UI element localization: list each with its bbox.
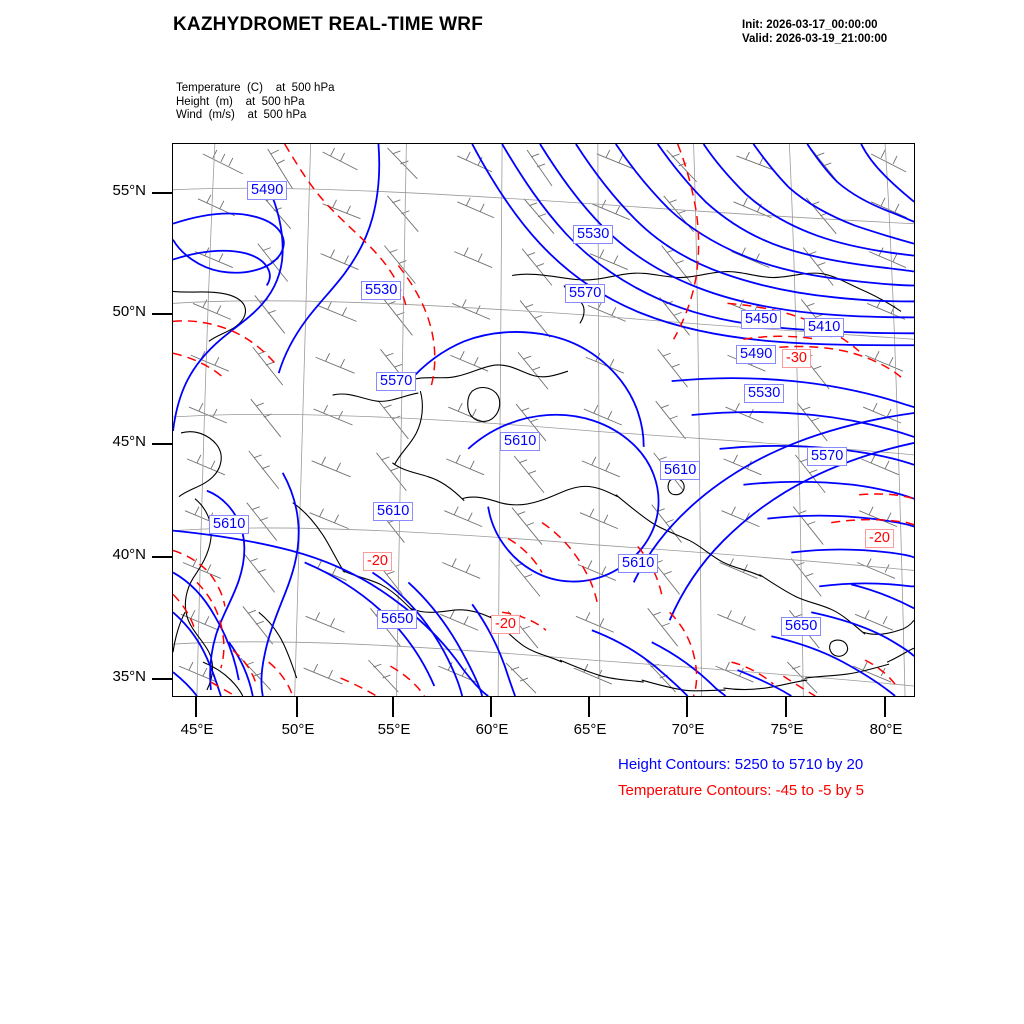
- height-contour-layer: [173, 144, 914, 696]
- temperature-contour-label: -20: [363, 552, 392, 571]
- height-contour-label: 5410: [804, 318, 845, 337]
- x-tick-mark: [785, 697, 787, 717]
- variable-height: Height (m) at 500 hPa: [176, 95, 305, 108]
- y-tick-mark: [152, 443, 172, 445]
- height-contour-label: 5490: [247, 181, 288, 200]
- variable-wind: Wind (m/s) at 500 hPa: [176, 109, 307, 121]
- x-axis-label-45e: 45°E: [180, 721, 214, 738]
- x-tick-mark: [392, 697, 394, 717]
- height-contour-label: 5530: [744, 384, 785, 403]
- x-axis-label-70e: 70°E: [671, 721, 705, 738]
- temperature-contour-label: -30: [782, 349, 811, 368]
- y-axis-label-35n: 35°N: [112, 668, 146, 685]
- x-axis-label-60e: 60°E: [475, 721, 509, 738]
- x-axis-label-80e: 80°E: [869, 721, 903, 738]
- height-contour-label: 5610: [660, 461, 701, 480]
- height-contour-label: 5610: [209, 515, 250, 534]
- political-borders: [173, 270, 914, 696]
- height-contour-label: 5570: [807, 447, 848, 466]
- legend-temperature-contours: Temperature Contours: -45 to -5 by 5: [618, 782, 864, 799]
- temperature-contour-label: -20: [491, 615, 520, 634]
- height-contour-label: 5610: [618, 554, 659, 573]
- model-run-info: Init: 2026-03-17_00:00:00 Valid: 2026-03…: [742, 18, 1002, 46]
- temperature-contour-layer: [173, 144, 914, 696]
- valid-time-label: Valid: 2026-03-19_21:00:00: [742, 33, 888, 45]
- x-tick-mark: [195, 697, 197, 717]
- height-contour-label: 5570: [376, 372, 417, 391]
- height-contour-label: 5610: [373, 502, 414, 521]
- map-plot-area[interactable]: 5490 5530 5530 5570 5570 5450 5410 5490 …: [172, 143, 915, 697]
- x-tick-mark: [296, 697, 298, 717]
- x-tick-mark: [884, 697, 886, 717]
- x-axis-label-65e: 65°E: [573, 721, 607, 738]
- y-tick-mark: [152, 678, 172, 680]
- variable-temperature: Temperature (C) at 500 hPa: [176, 82, 335, 94]
- x-tick-mark: [686, 697, 688, 717]
- contour-map-svg: [173, 144, 914, 696]
- y-axis-label-50n: 50°N: [112, 303, 146, 320]
- contour-legend: Height Contours: 5250 to 5710 by 20 Temp…: [618, 752, 864, 804]
- y-axis-label-55n: 55°N: [112, 182, 146, 199]
- x-tick-mark: [588, 697, 590, 717]
- height-contour-label: 5490: [736, 345, 777, 364]
- y-axis-label-40n: 40°N: [112, 546, 146, 563]
- y-axis-label-45n: 45°N: [112, 433, 146, 450]
- x-axis-label-75e: 75°E: [770, 721, 804, 738]
- height-contour-label: 5530: [361, 281, 402, 300]
- latlon-graticule: [173, 144, 914, 696]
- y-tick-mark: [152, 192, 172, 194]
- height-contour-label: 5570: [565, 284, 606, 303]
- x-tick-mark: [490, 697, 492, 717]
- x-axis-label-50e: 50°E: [281, 721, 315, 738]
- height-contour-label: 5650: [781, 617, 822, 636]
- temperature-contour-label: -20: [865, 529, 894, 548]
- legend-height-contours: Height Contours: 5250 to 5710 by 20: [618, 756, 864, 773]
- page-title: KAZHYDROMET REAL-TIME WRF: [173, 14, 484, 35]
- init-time-label: Init: 2026-03-17_00:00:00: [742, 19, 878, 31]
- height-contour-label: 5610: [500, 432, 541, 451]
- height-contour-label: 5650: [377, 610, 418, 629]
- x-axis-label-55e: 55°E: [377, 721, 411, 738]
- height-contour-label: 5530: [573, 225, 614, 244]
- y-tick-mark: [152, 556, 172, 558]
- height-contour-label: 5450: [741, 310, 782, 329]
- y-tick-mark: [152, 313, 172, 315]
- variable-list: Temperature (C) at 500 hPa Height (m) at…: [176, 82, 335, 123]
